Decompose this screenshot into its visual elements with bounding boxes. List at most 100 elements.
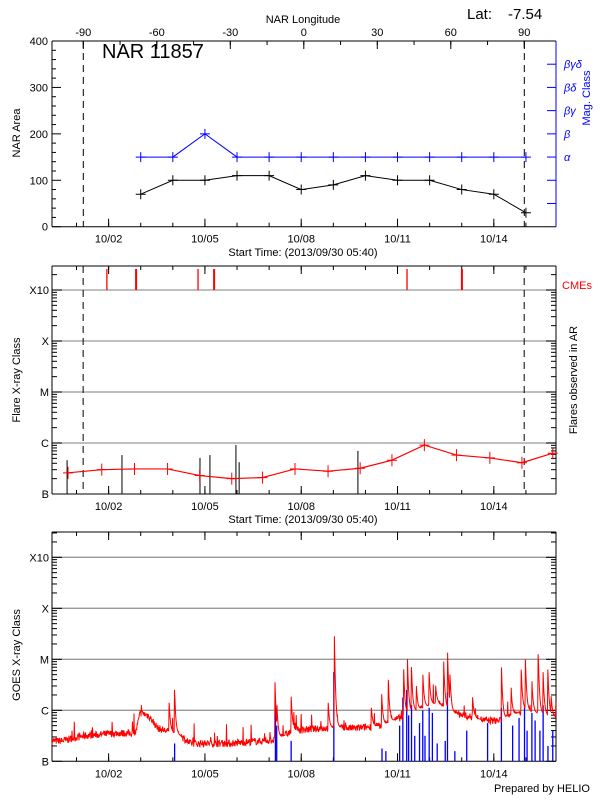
nar-area-point (488, 189, 499, 200)
flare-class-point (386, 454, 397, 467)
mag-class-point (135, 152, 146, 163)
flare-class-point (289, 462, 300, 475)
y-tick-label: C (41, 705, 49, 717)
mag-class-point (232, 152, 243, 163)
nar-area-point (232, 170, 243, 181)
y-tick-label: M (40, 654, 49, 666)
mag-class-tick-label: βγ (563, 106, 577, 118)
x-tick-label: 10/05 (191, 768, 219, 780)
goes-flux-line (51, 636, 557, 748)
top-axis-label: NAR Longitude (266, 14, 341, 26)
x-tick-label: 10/11 (384, 234, 411, 246)
nar-area-point (199, 175, 210, 186)
y-tick-label: M (40, 387, 49, 399)
nar-area-point (296, 184, 307, 195)
flare-class-point (451, 449, 462, 462)
flare-class-point (96, 463, 107, 476)
right-axis-label: Mag. Class (581, 70, 593, 126)
flare-class-point (547, 447, 558, 460)
mag-class-point (199, 128, 210, 139)
longitude-tick-label: -60 (149, 27, 165, 39)
x-tick-label: 10/11 (384, 768, 411, 780)
mag-class-point (456, 152, 467, 163)
x-tick-label: 10/08 (287, 234, 315, 246)
x-tick-label: 10/08 (287, 501, 315, 513)
x-axis-label: Start Time: (2013/09/30 05:40) (228, 247, 377, 259)
y-tick-label: X10 (29, 285, 49, 297)
nar-area-point (167, 175, 178, 186)
chart-title: NAR 11857 (102, 41, 204, 63)
y-tick-label: 300 (30, 82, 48, 94)
nar-area-point (328, 179, 339, 190)
mag-class-point (167, 152, 178, 163)
flare-class-point (323, 465, 334, 478)
y-tick-label: 400 (30, 36, 48, 48)
x-tick-label: 10/02 (95, 501, 123, 513)
x-tick-label: 10/14 (480, 501, 508, 513)
y-tick-label: 200 (30, 129, 48, 141)
x-tick-label: 10/05 (191, 234, 219, 246)
x-tick-label: 10/02 (95, 768, 123, 780)
mag-class-point (520, 152, 531, 163)
mag-class-point (392, 152, 403, 163)
flare-panel: Flare X-ray Class Flares observed in AR … (11, 265, 592, 526)
cme-label: CMEs (562, 280, 592, 292)
x-tick-label: 10/05 (191, 501, 219, 513)
nar-area-point (135, 189, 146, 200)
flare-class-point (226, 472, 237, 485)
y-axis-label: NAR Area (11, 108, 23, 158)
flare-class-point (419, 439, 430, 452)
flare-class-point (257, 471, 268, 484)
y-axis-label: GOES X-ray Class (11, 609, 23, 701)
longitude-tick-label: 90 (518, 27, 530, 39)
mag-class-tick-label: α (564, 152, 571, 164)
mag-class-point (360, 152, 371, 163)
y-tick-label: 0 (42, 222, 48, 234)
y-axis-label: Flare X-ray Class (11, 337, 23, 422)
x-axis-label: Start Time: (2013/09/30 05:40) (228, 514, 377, 526)
nar-area-panel: NAR Longitude NAR 11857 NAR Area Mag. Cl… (11, 14, 593, 259)
mag-class-point (264, 152, 275, 163)
nar-area-point (520, 207, 531, 218)
longitude-tick-label: 30 (371, 27, 383, 39)
flare-class-line (67, 444, 553, 480)
flare-class-point (355, 462, 366, 475)
x-tick-label: 10/14 (480, 234, 508, 246)
longitude-tick-label: 0 (301, 27, 307, 39)
y-tick-label: X (42, 336, 50, 348)
footer-credit: Prepared by HELIO (494, 783, 590, 795)
goes-panel: GOES X-ray Class B C M X X10 10/02 10/05 10/08 1… (11, 531, 557, 780)
flare-class-point (162, 462, 173, 475)
mag-class-tick-label: βδ (563, 82, 577, 94)
flare-class-point (484, 451, 495, 464)
nar-area-point (360, 170, 371, 181)
mag-class-point (424, 152, 435, 163)
flare-class-point (194, 469, 205, 482)
mag-class-point (296, 152, 307, 163)
nar-area-point (424, 175, 435, 186)
nar-area-point (456, 184, 467, 195)
nar-area-point (264, 170, 275, 181)
latitude-value: -7.54 (508, 6, 542, 23)
right-axis-label: Flares observed in AR (568, 326, 580, 434)
nar-area-point (392, 175, 403, 186)
longitude-tick-label: -30 (222, 27, 238, 39)
y-tick-label: X (42, 603, 50, 615)
flare-class-point (129, 462, 140, 475)
flare-class-point (63, 466, 74, 479)
x-tick-label: 10/02 (95, 234, 123, 246)
mag-class-point (488, 152, 499, 163)
x-tick-label: 10/08 (287, 768, 315, 780)
y-tick-label: B (42, 489, 49, 501)
y-tick-label: X10 (29, 552, 49, 564)
mag-class-point (328, 152, 339, 163)
x-tick-label: 10/14 (480, 768, 508, 780)
mag-class-tick-label: β (563, 129, 571, 141)
longitude-tick-label: -90 (75, 27, 91, 39)
y-tick-label: 100 (30, 175, 48, 187)
x-tick-label: 10/11 (384, 501, 411, 513)
mag-class-tick-label: βγδ (563, 59, 583, 71)
longitude-tick-label: 60 (445, 27, 457, 39)
